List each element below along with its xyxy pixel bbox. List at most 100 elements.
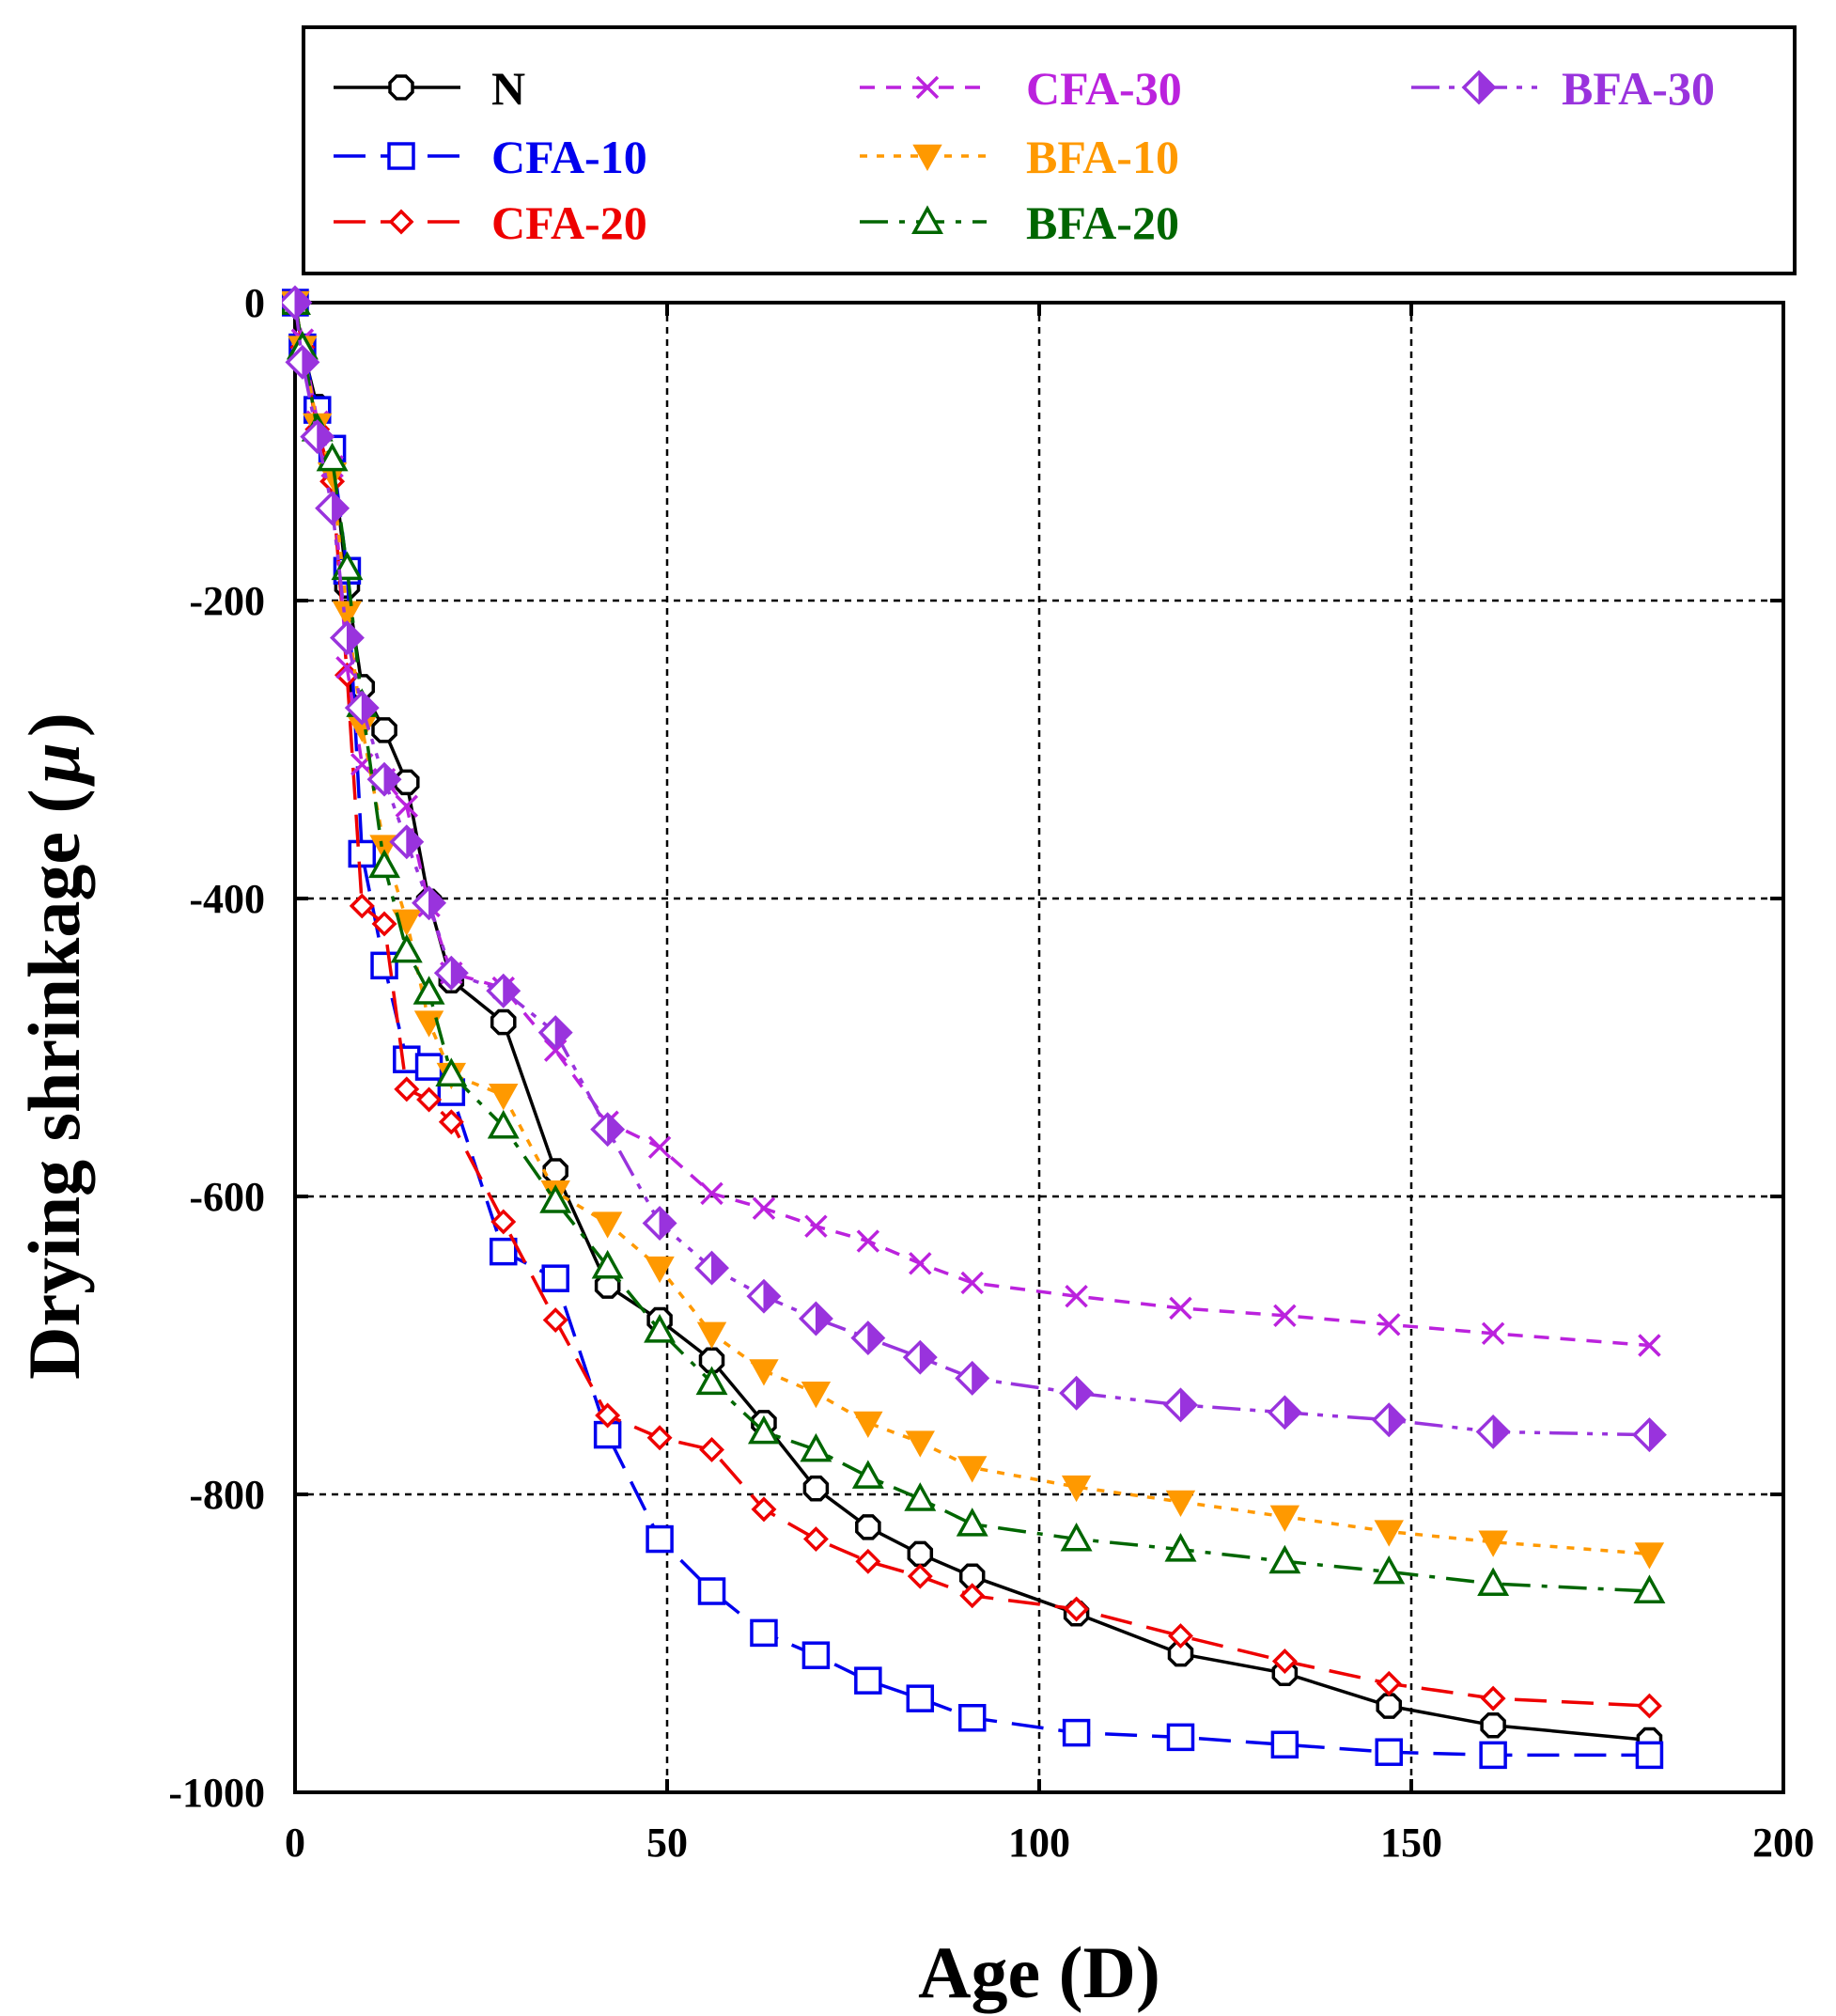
data-point — [414, 1053, 443, 1081]
diamond-fill — [1388, 1403, 1405, 1436]
series-line — [293, 302, 1650, 1556]
series-cfa-10 — [282, 289, 1664, 1770]
data-point — [1477, 1567, 1510, 1597]
diamond-fill — [659, 1207, 676, 1240]
data-point — [752, 1196, 776, 1220]
data-point — [282, 285, 313, 320]
data-point — [1271, 1649, 1298, 1674]
data-point — [696, 1321, 727, 1349]
data-point — [645, 1256, 675, 1284]
data-point — [644, 1314, 677, 1343]
y-axis-title-close: ) — [13, 712, 95, 737]
data-point — [1064, 1596, 1090, 1622]
x-marker-stroke — [395, 794, 419, 818]
data-point — [1166, 1723, 1195, 1752]
data-point — [905, 1430, 935, 1458]
data-point — [956, 1508, 988, 1537]
legend-item-cfa-20: CFA-20 — [334, 196, 647, 249]
diamond-fill — [607, 1113, 624, 1146]
x-tick-label: 200 — [1752, 1820, 1814, 1866]
data-point — [907, 1540, 934, 1568]
data-point — [1480, 1685, 1506, 1711]
data-point — [851, 1460, 884, 1489]
x-marker-stroke — [856, 1229, 880, 1253]
data-point — [1638, 1334, 1661, 1357]
data-point — [749, 1359, 779, 1386]
data-point — [1481, 1321, 1505, 1346]
x-tick-label: 0 — [285, 1820, 305, 1866]
data-point — [370, 951, 398, 980]
x-marker-stroke — [915, 75, 940, 100]
series-bfa-20 — [282, 286, 1666, 1603]
data-point — [1475, 1414, 1511, 1449]
data-point — [902, 1339, 938, 1375]
data-point — [1267, 1395, 1302, 1430]
diamond-fill — [1648, 1418, 1666, 1451]
legend-label: CFA-30 — [1026, 62, 1182, 115]
legend-item-bfa-20: BFA-20 — [860, 196, 1179, 249]
data-point — [957, 1456, 988, 1483]
y-tick-label: -800 — [189, 1472, 265, 1518]
series-line — [293, 302, 1650, 1708]
data-point — [1269, 1505, 1300, 1532]
data-point — [853, 1411, 883, 1438]
data-point — [647, 1135, 672, 1159]
data-point — [490, 1237, 518, 1266]
data-point — [700, 1181, 724, 1206]
y-axis-title-symbol: μ — [13, 742, 95, 787]
y-axis-title: Drying shrinkage (μ) — [13, 712, 95, 1380]
diamond-fill — [302, 346, 319, 379]
diamond-fill — [919, 1340, 936, 1374]
data-point — [1273, 1304, 1297, 1328]
x-marker-stroke — [909, 1252, 932, 1275]
data-point — [1268, 1544, 1301, 1574]
data-point — [915, 75, 940, 100]
data-point — [412, 976, 445, 1005]
diamond-fill — [503, 975, 520, 1008]
data-point — [959, 1583, 986, 1609]
data-point — [1165, 1490, 1196, 1517]
x-tick-label: 50 — [646, 1820, 688, 1866]
data-point — [907, 1563, 933, 1589]
legend-item-cfa-10: CFA-10 — [334, 131, 647, 183]
data-point — [438, 1109, 464, 1135]
data-point — [694, 1250, 729, 1286]
data-point — [412, 885, 447, 921]
series-cfa-20 — [282, 289, 1662, 1719]
data-point — [542, 1307, 568, 1334]
x-marker-stroke — [1377, 1313, 1401, 1336]
data-point — [855, 1548, 881, 1574]
data-point — [906, 1684, 935, 1712]
data-point — [960, 1271, 984, 1295]
data-point — [541, 1264, 569, 1292]
data-point — [1631, 1417, 1667, 1453]
data-point — [957, 1704, 987, 1732]
legend-box — [302, 25, 1797, 275]
data-point — [349, 893, 375, 919]
data-point — [912, 144, 942, 172]
data-point — [394, 1076, 420, 1102]
data-point — [1371, 1402, 1407, 1438]
legend-item-bfa-10: BFA-10 — [860, 131, 1179, 183]
data-point — [855, 1514, 881, 1540]
data-point — [486, 973, 521, 1008]
data-point — [1061, 1475, 1092, 1503]
data-point — [1065, 1284, 1088, 1308]
x-marker-stroke — [1481, 1321, 1505, 1346]
axis-ticks: 0 50 100 150 200 0 -200 -400 -600 -800 -1000 — [168, 280, 1814, 1866]
data-point — [1377, 1313, 1401, 1336]
legend-label: CFA-20 — [491, 196, 647, 249]
data-point — [395, 794, 419, 818]
data-point — [746, 1278, 782, 1314]
data-point — [348, 839, 377, 868]
data-point — [389, 824, 425, 860]
data-point — [1374, 1520, 1404, 1547]
y-tick-label: -600 — [189, 1174, 265, 1220]
x-marker-stroke — [700, 1181, 724, 1206]
series-line — [293, 302, 1650, 1348]
data-point — [1375, 1738, 1403, 1766]
diamond-fill — [383, 762, 400, 796]
data-point — [316, 442, 349, 472]
diamond-fill — [867, 1321, 884, 1354]
data-point — [801, 1382, 832, 1409]
